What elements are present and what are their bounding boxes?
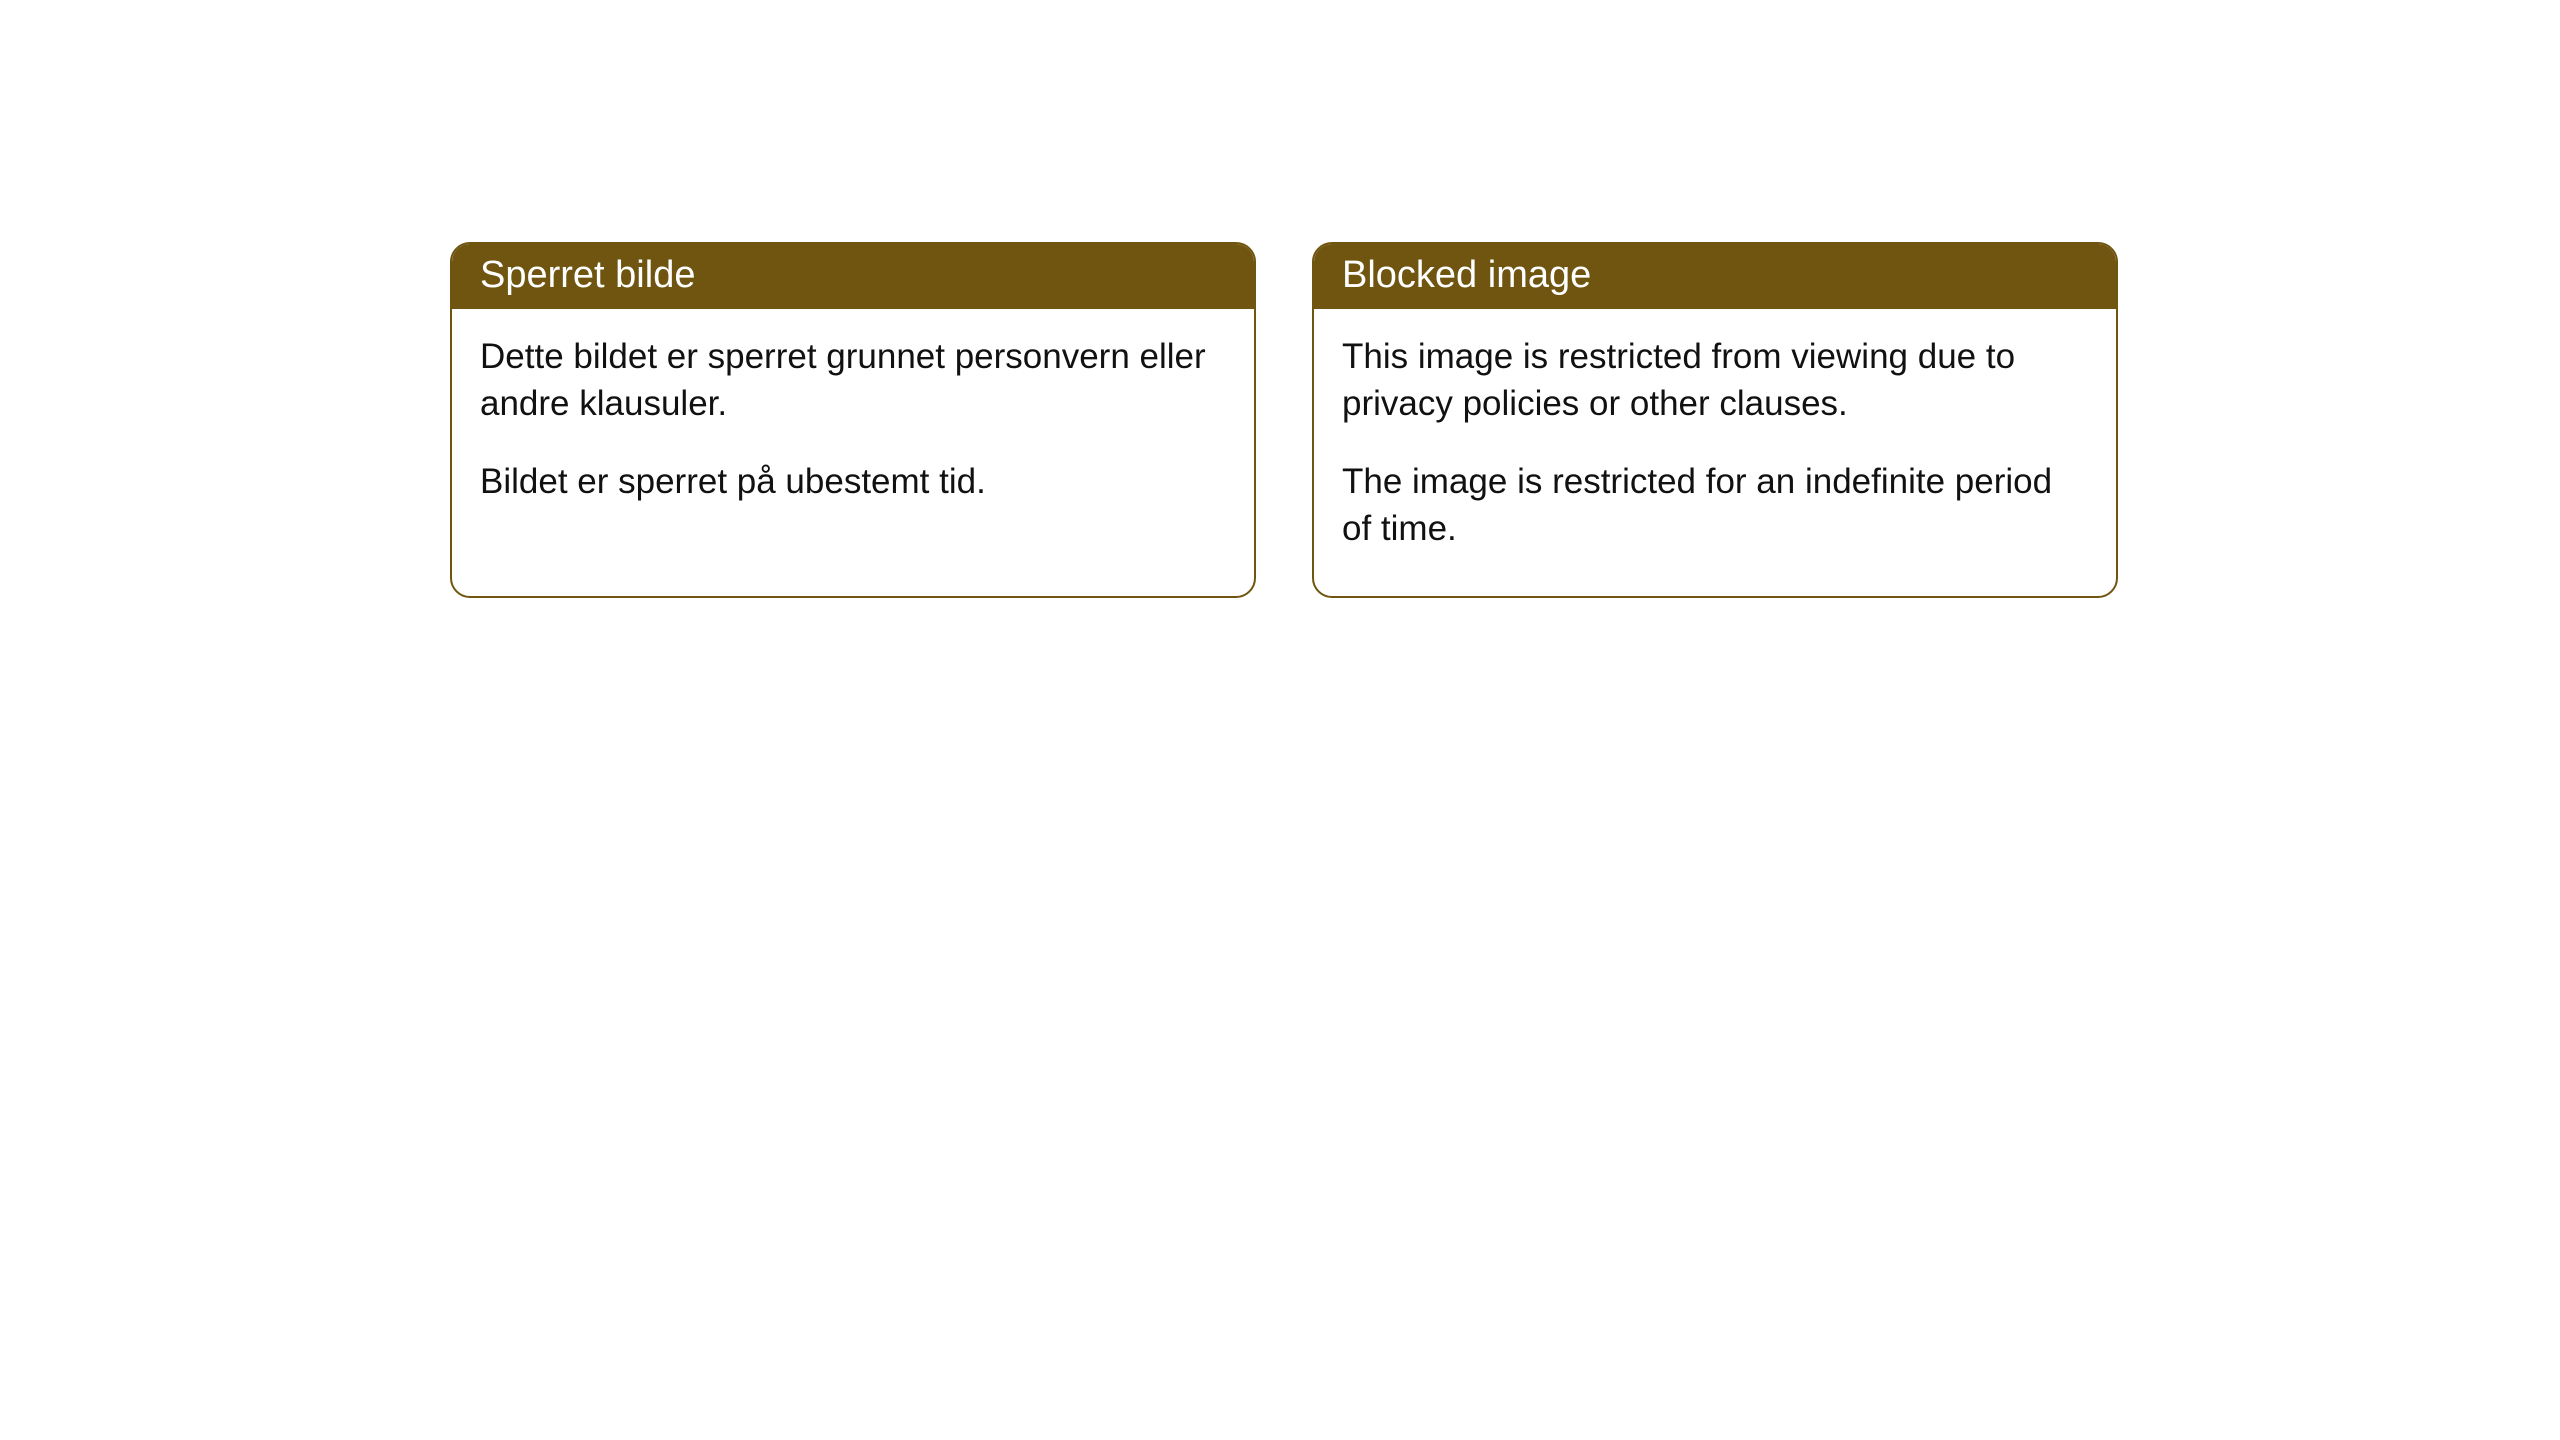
notice-text-english-1: This image is restricted from viewing du… <box>1342 333 2088 428</box>
notice-header-norwegian: Sperret bilde <box>452 244 1254 309</box>
notice-box-english: Blocked image This image is restricted f… <box>1312 242 2118 598</box>
notice-text-norwegian-1: Dette bildet er sperret grunnet personve… <box>480 333 1226 428</box>
notice-header-english: Blocked image <box>1314 244 2116 309</box>
notice-body-norwegian: Dette bildet er sperret grunnet personve… <box>452 309 1254 549</box>
notice-text-norwegian-2: Bildet er sperret på ubestemt tid. <box>480 458 1226 505</box>
notice-body-english: This image is restricted from viewing du… <box>1314 309 2116 596</box>
notice-box-norwegian: Sperret bilde Dette bildet er sperret gr… <box>450 242 1256 598</box>
notice-text-english-2: The image is restricted for an indefinit… <box>1342 458 2088 553</box>
notice-container: Sperret bilde Dette bildet er sperret gr… <box>450 242 2118 598</box>
